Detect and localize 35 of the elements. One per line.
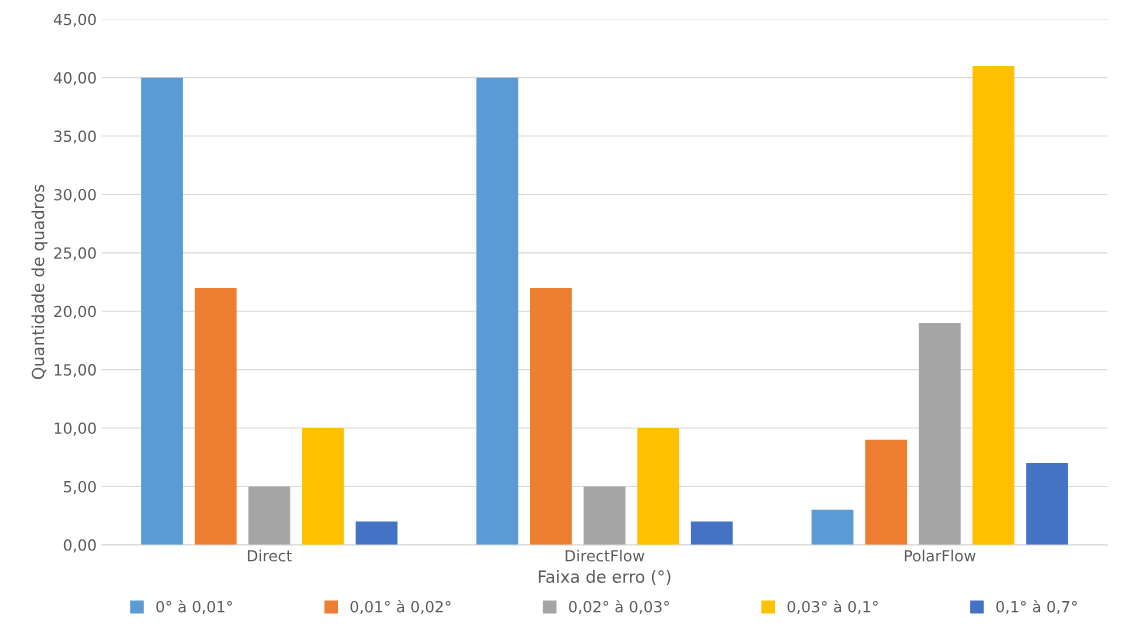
y-tick-label: 15,00	[54, 364, 96, 378]
y-tick-label: 5,00	[64, 480, 96, 495]
bar	[583, 486, 626, 545]
y-tick-label: 35,00	[54, 130, 96, 144]
bar	[865, 439, 908, 545]
x-tick-label: DirectFlow	[565, 549, 645, 562]
y-tick-label: 40,00	[53, 72, 96, 86]
y-tick-label: 45,00	[53, 13, 96, 27]
legend-label: 0,01° à 0,02°	[350, 600, 451, 615]
bar	[918, 322, 961, 545]
bar	[476, 77, 519, 545]
bar	[1026, 463, 1068, 545]
legend-label: 0,03° à 0,1°	[787, 600, 878, 615]
bar	[355, 521, 398, 545]
y-tick-label: 25,00	[54, 247, 96, 261]
bar	[811, 509, 854, 545]
x-tick-label: Direct	[247, 549, 292, 562]
y-tick-label: 30,00	[54, 188, 96, 203]
bar	[529, 287, 572, 545]
y-tick-label: 10,00	[54, 422, 96, 436]
y-tick-label: 0,00	[63, 539, 96, 553]
bar	[194, 287, 237, 545]
legend-label: 0° à 0,01°	[156, 600, 232, 615]
legend-label: 0,1° à 0,7°	[996, 600, 1077, 615]
y-tick-label: 20,00	[54, 305, 96, 319]
bar	[972, 65, 1015, 545]
legend-label: 0,02° à 0,03°	[569, 600, 669, 615]
bar	[141, 77, 183, 545]
y-axis-title: Quantidade de quadros	[31, 184, 48, 380]
x-tick-label: PolarFlow	[904, 549, 976, 562]
bar	[248, 486, 291, 545]
x-axis-title: Faixa de erro (°)	[538, 570, 671, 585]
bar	[302, 428, 344, 545]
bar	[690, 521, 733, 545]
bar	[637, 428, 680, 545]
